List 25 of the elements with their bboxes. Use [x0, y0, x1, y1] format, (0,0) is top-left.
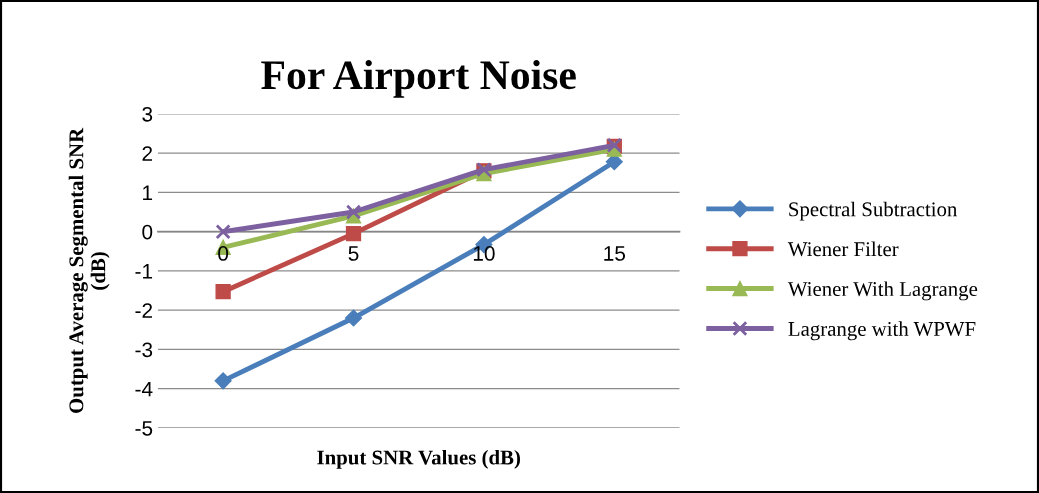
x-tick-label: 5	[348, 246, 359, 261]
point	[215, 224, 231, 240]
y-tick-label: -5	[135, 421, 153, 436]
y-tick-label: 0	[142, 224, 153, 240]
y-tick-label: -3	[135, 342, 153, 358]
point	[345, 204, 362, 220]
y-axis-title: Output Average Segmental SNR (dB)	[68, 127, 110, 413]
x-axis-title: Input SNR Values (dB)	[317, 449, 520, 469]
point	[214, 372, 232, 390]
x-tick-label: 15	[604, 246, 626, 261]
y-tick-label: 2	[142, 146, 153, 161]
point	[215, 284, 231, 300]
chart-title: For Airport Noise	[261, 59, 576, 98]
y-tick-label: -2	[135, 303, 153, 318]
x-tick-label: 10	[473, 246, 495, 261]
legend-label: Spectral Subtraction	[789, 201, 958, 221]
y-tick-label: -1	[135, 264, 153, 279]
point	[344, 309, 363, 327]
point	[345, 225, 362, 242]
legend-label: Wiener With Lagrange	[787, 281, 978, 301]
legend-label: Lagrange with WPWF	[788, 321, 976, 341]
y-tick-label: -4	[135, 381, 153, 397]
y-tick-label: 3	[142, 106, 153, 122]
y-tick-label: 1	[143, 185, 153, 200]
legend-label: Wiener Filter	[787, 241, 899, 257]
